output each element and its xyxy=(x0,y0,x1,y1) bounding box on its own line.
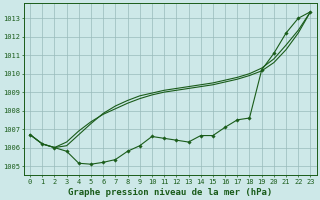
X-axis label: Graphe pression niveau de la mer (hPa): Graphe pression niveau de la mer (hPa) xyxy=(68,188,272,197)
